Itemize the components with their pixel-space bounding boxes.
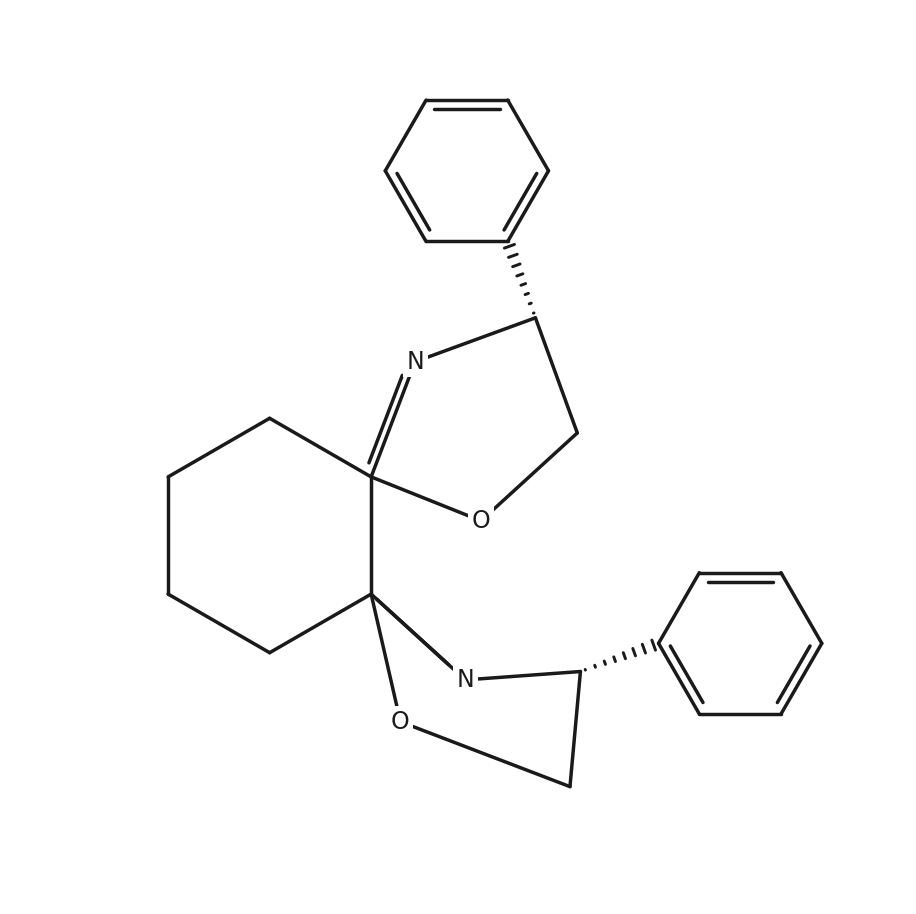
Text: O: O [472,509,490,533]
Text: O: O [391,710,409,734]
Text: N: N [456,668,474,692]
Text: N: N [406,350,424,374]
